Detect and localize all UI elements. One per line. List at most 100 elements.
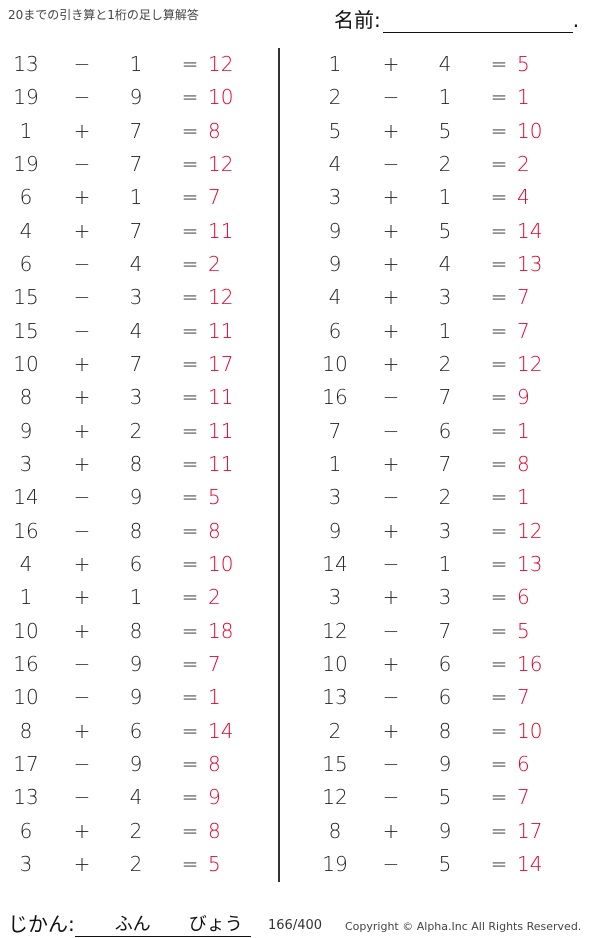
operand-a: 19 xyxy=(13,151,39,176)
answer: 11 xyxy=(208,418,234,443)
operator: + xyxy=(73,218,91,243)
operator: + xyxy=(382,351,400,376)
operand-a: 3 xyxy=(19,451,33,476)
operator: − xyxy=(73,485,91,510)
operand-b: 4 xyxy=(438,251,452,276)
equals-sign: = xyxy=(490,618,508,643)
name-input-line[interactable] xyxy=(382,14,573,33)
problem-row: 14 − 1 = 13 xyxy=(315,548,575,581)
operator: + xyxy=(382,218,400,243)
equals-sign: = xyxy=(490,651,508,676)
operand-a: 6 xyxy=(19,251,33,276)
operator: − xyxy=(382,618,400,643)
operand-b: 7 xyxy=(129,218,143,243)
operand-b: 9 xyxy=(129,751,143,776)
equals-sign: = xyxy=(490,518,508,543)
operand-a: 6 xyxy=(328,318,342,343)
operator: − xyxy=(73,52,91,76)
answer: 11 xyxy=(208,318,234,343)
answer: 6 xyxy=(517,585,530,610)
problem-row: 3 +2 = 5 xyxy=(6,848,266,881)
operand-b: 2 xyxy=(438,351,452,376)
operand-a: 1 xyxy=(328,451,342,476)
operand-b: 8 xyxy=(438,718,452,743)
operand-b: 3 xyxy=(129,285,143,310)
operand-a: 10 xyxy=(13,618,39,643)
operand-a: 1 xyxy=(328,52,342,76)
equals-sign: = xyxy=(181,85,199,110)
equals-sign: = xyxy=(490,85,508,110)
equals-sign: = xyxy=(181,585,199,610)
time-input-line[interactable]: ふん びょう xyxy=(74,912,251,937)
equals-sign: = xyxy=(181,618,199,643)
operand-a: 3 xyxy=(328,585,342,610)
operand-b: 7 xyxy=(438,385,452,410)
problem-row: 19 − 5 = 14 xyxy=(315,848,575,881)
problem-row: 1 +4 = 5 xyxy=(315,48,575,81)
problem-row: 15 − 3 = 12 xyxy=(6,281,266,314)
operand-a: 3 xyxy=(19,851,33,876)
operator: − xyxy=(382,551,400,576)
operand-b: 9 xyxy=(129,651,143,676)
operator: + xyxy=(382,718,400,743)
operand-a: 4 xyxy=(328,151,342,176)
problem-row: 3 +3 = 6 xyxy=(315,581,575,614)
operator: + xyxy=(73,585,91,610)
answer: 12 xyxy=(517,518,543,543)
equals-sign: = xyxy=(490,285,508,310)
answer: 8 xyxy=(208,518,221,543)
operator: − xyxy=(73,785,91,810)
operator: − xyxy=(73,518,91,543)
problem-row: 2 − 1 = 1 xyxy=(315,81,575,114)
operand-b: 7 xyxy=(438,451,452,476)
equals-sign: = xyxy=(181,785,199,810)
name-label: 名前: xyxy=(334,8,381,32)
equals-sign: = xyxy=(490,818,508,843)
equals-sign: = xyxy=(490,785,508,810)
equals-sign: = xyxy=(490,385,508,410)
equals-sign: = xyxy=(181,251,199,276)
operator: − xyxy=(73,685,91,710)
equals-sign: = xyxy=(490,451,508,476)
operand-b: 6 xyxy=(438,418,452,443)
operator: + xyxy=(73,118,91,143)
equals-sign: = xyxy=(181,318,199,343)
operand-b: 7 xyxy=(129,351,143,376)
answer: 7 xyxy=(517,285,530,310)
operand-a: 3 xyxy=(328,185,342,210)
operand-b: 4 xyxy=(129,251,143,276)
operand-b: 9 xyxy=(129,685,143,710)
operator: + xyxy=(382,285,400,310)
answer: 7 xyxy=(208,185,221,210)
operand-b: 4 xyxy=(129,318,143,343)
operand-b: 3 xyxy=(438,285,452,310)
problem-row: 10 +2 = 12 xyxy=(315,348,575,381)
equals-sign: = xyxy=(181,851,199,876)
problem-row: 16 − 9 = 7 xyxy=(6,648,266,681)
answer: 17 xyxy=(517,818,543,843)
answer: 5 xyxy=(208,485,221,510)
operator: + xyxy=(382,818,400,843)
answer: 5 xyxy=(517,52,530,76)
answer: 8 xyxy=(517,451,530,476)
operand-a: 19 xyxy=(322,851,348,876)
answer: 10 xyxy=(208,551,234,576)
problem-row: 5 +5 = 10 xyxy=(315,115,575,148)
problem-row: 17 − 9 = 8 xyxy=(6,748,266,781)
problem-row: 9 +3 = 12 xyxy=(315,515,575,548)
operand-b: 2 xyxy=(438,485,452,510)
time-field: じかん: ふん びょう xyxy=(8,908,251,937)
problem-row: 12 − 5 = 7 xyxy=(315,781,575,814)
operand-b: 5 xyxy=(438,785,452,810)
operand-b: 7 xyxy=(438,618,452,643)
answer: 14 xyxy=(517,218,543,243)
operator: − xyxy=(73,651,91,676)
operator: − xyxy=(382,851,400,876)
equals-sign: = xyxy=(490,485,508,510)
problem-row: 9 +5 = 14 xyxy=(315,215,575,248)
operand-a: 8 xyxy=(328,818,342,843)
operand-a: 8 xyxy=(19,718,33,743)
problem-row: 12 − 7 = 5 xyxy=(315,615,575,648)
equals-sign: = xyxy=(490,685,508,710)
answer: 18 xyxy=(208,618,234,643)
